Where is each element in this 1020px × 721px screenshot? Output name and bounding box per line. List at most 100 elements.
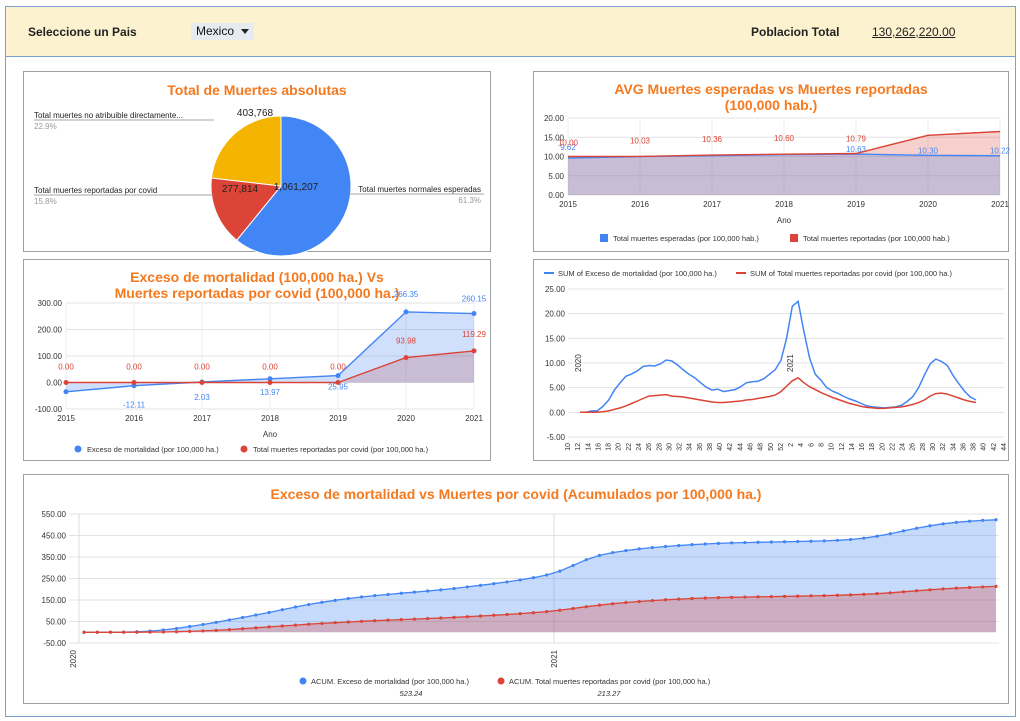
data-point [756, 540, 760, 544]
y-tick-label: 150.00 [42, 596, 67, 605]
y-tick-label: 200.00 [38, 326, 63, 335]
data-label: 13.97 [260, 388, 281, 397]
x-tick-label: 38 [707, 443, 714, 451]
pie-legend-pct: 61.3% [458, 196, 481, 205]
legend-label: ACUM. Total muertes reportadas por covid… [509, 677, 711, 686]
x-tick-label: 26 [646, 443, 653, 451]
x-tick-label: 46 [748, 443, 755, 451]
data-point [835, 538, 839, 542]
data-point [471, 311, 477, 317]
legend-marker [600, 234, 608, 242]
data-point [597, 603, 602, 607]
year-label: 2021 [550, 649, 559, 667]
x-tick-label: 2015 [57, 414, 75, 423]
data-point [637, 599, 641, 604]
x-tick-label: 48 [758, 443, 765, 451]
series-line [567, 130, 1001, 158]
data-point [677, 543, 681, 548]
data-point [518, 612, 522, 616]
data-point [558, 608, 562, 612]
legend-summary: 523.24 [400, 689, 423, 698]
data-point [227, 627, 231, 632]
series-line [580, 299, 977, 414]
data-point [359, 619, 364, 623]
x-tick-label: 2021 [465, 414, 483, 423]
avg-chart-panel: AVG Muertes esperadas vs Muertes reporta… [533, 71, 1011, 252]
data-label: 10.22 [990, 147, 1011, 156]
legend-marker [299, 677, 307, 685]
y-tick-label: 5.00 [549, 384, 565, 393]
country-dropdown-value: Mexico [196, 24, 235, 38]
data-point [254, 613, 258, 617]
exceso-chart: -100.00 0.00 100.00 200.00 300.00 2015 2016 201… [35, 290, 487, 454]
x-tick-label: 2016 [125, 414, 143, 423]
pie-chart-panel: Total de Muertes absolutas 1,061,207 277,… [23, 71, 491, 257]
data-point [403, 309, 409, 315]
data-point [994, 518, 998, 522]
data-point [426, 616, 430, 621]
data-point [333, 621, 337, 625]
legend-label: SUM of Total muertes reportadas por covi… [750, 269, 953, 278]
x-tick-label: 36 [960, 443, 967, 451]
data-label: 93.98 [396, 337, 417, 346]
series-area [84, 586, 996, 633]
legend-marker [74, 445, 82, 453]
legend-label: ACUM. Exceso de mortalidad (por 100,000 … [311, 677, 469, 686]
data-point [465, 615, 469, 619]
data-point [584, 558, 588, 562]
data-point [452, 615, 456, 619]
pie-slice [210, 177, 282, 241]
x-tick-label: 36 [697, 443, 704, 451]
data-point [346, 596, 350, 601]
x-tick-label: 2020 [919, 200, 937, 209]
year-label: 2020 [69, 649, 78, 667]
x-tick-label: 30 [930, 443, 937, 451]
data-point [901, 590, 906, 594]
data-label: 0.00 [58, 363, 74, 372]
x-tick-label: 40 [717, 443, 724, 451]
data-label: 0.00 [194, 363, 210, 372]
data-point [624, 600, 628, 605]
data-point [386, 618, 390, 622]
data-point [756, 595, 760, 599]
data-point [769, 540, 773, 544]
acum-chart-title: Exceso de mortalidad vs Muertes por covi… [270, 486, 762, 502]
chevron-down-icon[interactable] [241, 29, 249, 34]
y-tick-label: 25.00 [545, 285, 566, 294]
y-tick-label: 0.00 [46, 379, 62, 388]
acum-chart: -50.00 50.00 150.00 250.00 350.00 450.00 550.0… [42, 510, 999, 698]
x-tick-label: 24 [636, 443, 643, 451]
data-point [558, 569, 562, 573]
y-tick-label: 10.00 [544, 153, 565, 162]
data-label: 266.35 [394, 290, 419, 299]
data-point [307, 602, 311, 607]
data-point [875, 592, 879, 596]
data-point [471, 348, 477, 354]
x-tick-label: 20 [879, 443, 886, 451]
data-point [809, 594, 813, 598]
data-label: 25.95 [328, 383, 349, 392]
data-point [597, 553, 602, 558]
legend-summary: 213.27 [597, 689, 622, 698]
population-value[interactable]: 130,262,220.00 [872, 25, 956, 39]
x-tick-label: 34 [687, 443, 694, 451]
data-point [465, 585, 469, 589]
avg-title-line2: (100,000 hab.) [724, 97, 818, 113]
data-label: -12.11 [123, 401, 146, 410]
x-tick-label: 10 [565, 443, 572, 451]
pie-slice-value: 403,768 [237, 108, 274, 119]
data-point [624, 548, 628, 553]
x-tick-label: 20 [616, 443, 623, 451]
data-point [901, 529, 906, 533]
pie-chart: 1,061,207 277,814 403,768 Total muertes nor… [34, 108, 484, 257]
exceso-title-line2: Muertes reportadas por covid (100,000 ha… [114, 285, 400, 301]
data-point [280, 608, 284, 612]
x-tick-label: 16 [595, 443, 602, 451]
pie-legend-label: Total muertes normales esperadas [358, 185, 481, 194]
data-point [716, 596, 721, 600]
data-label: 10.63 [846, 145, 867, 154]
pie-chart-title: Total de Muertes absolutas [167, 82, 347, 98]
data-point [201, 629, 205, 633]
x-tick-label: 2019 [329, 414, 347, 423]
country-dropdown[interactable]: Mexico [191, 23, 254, 40]
